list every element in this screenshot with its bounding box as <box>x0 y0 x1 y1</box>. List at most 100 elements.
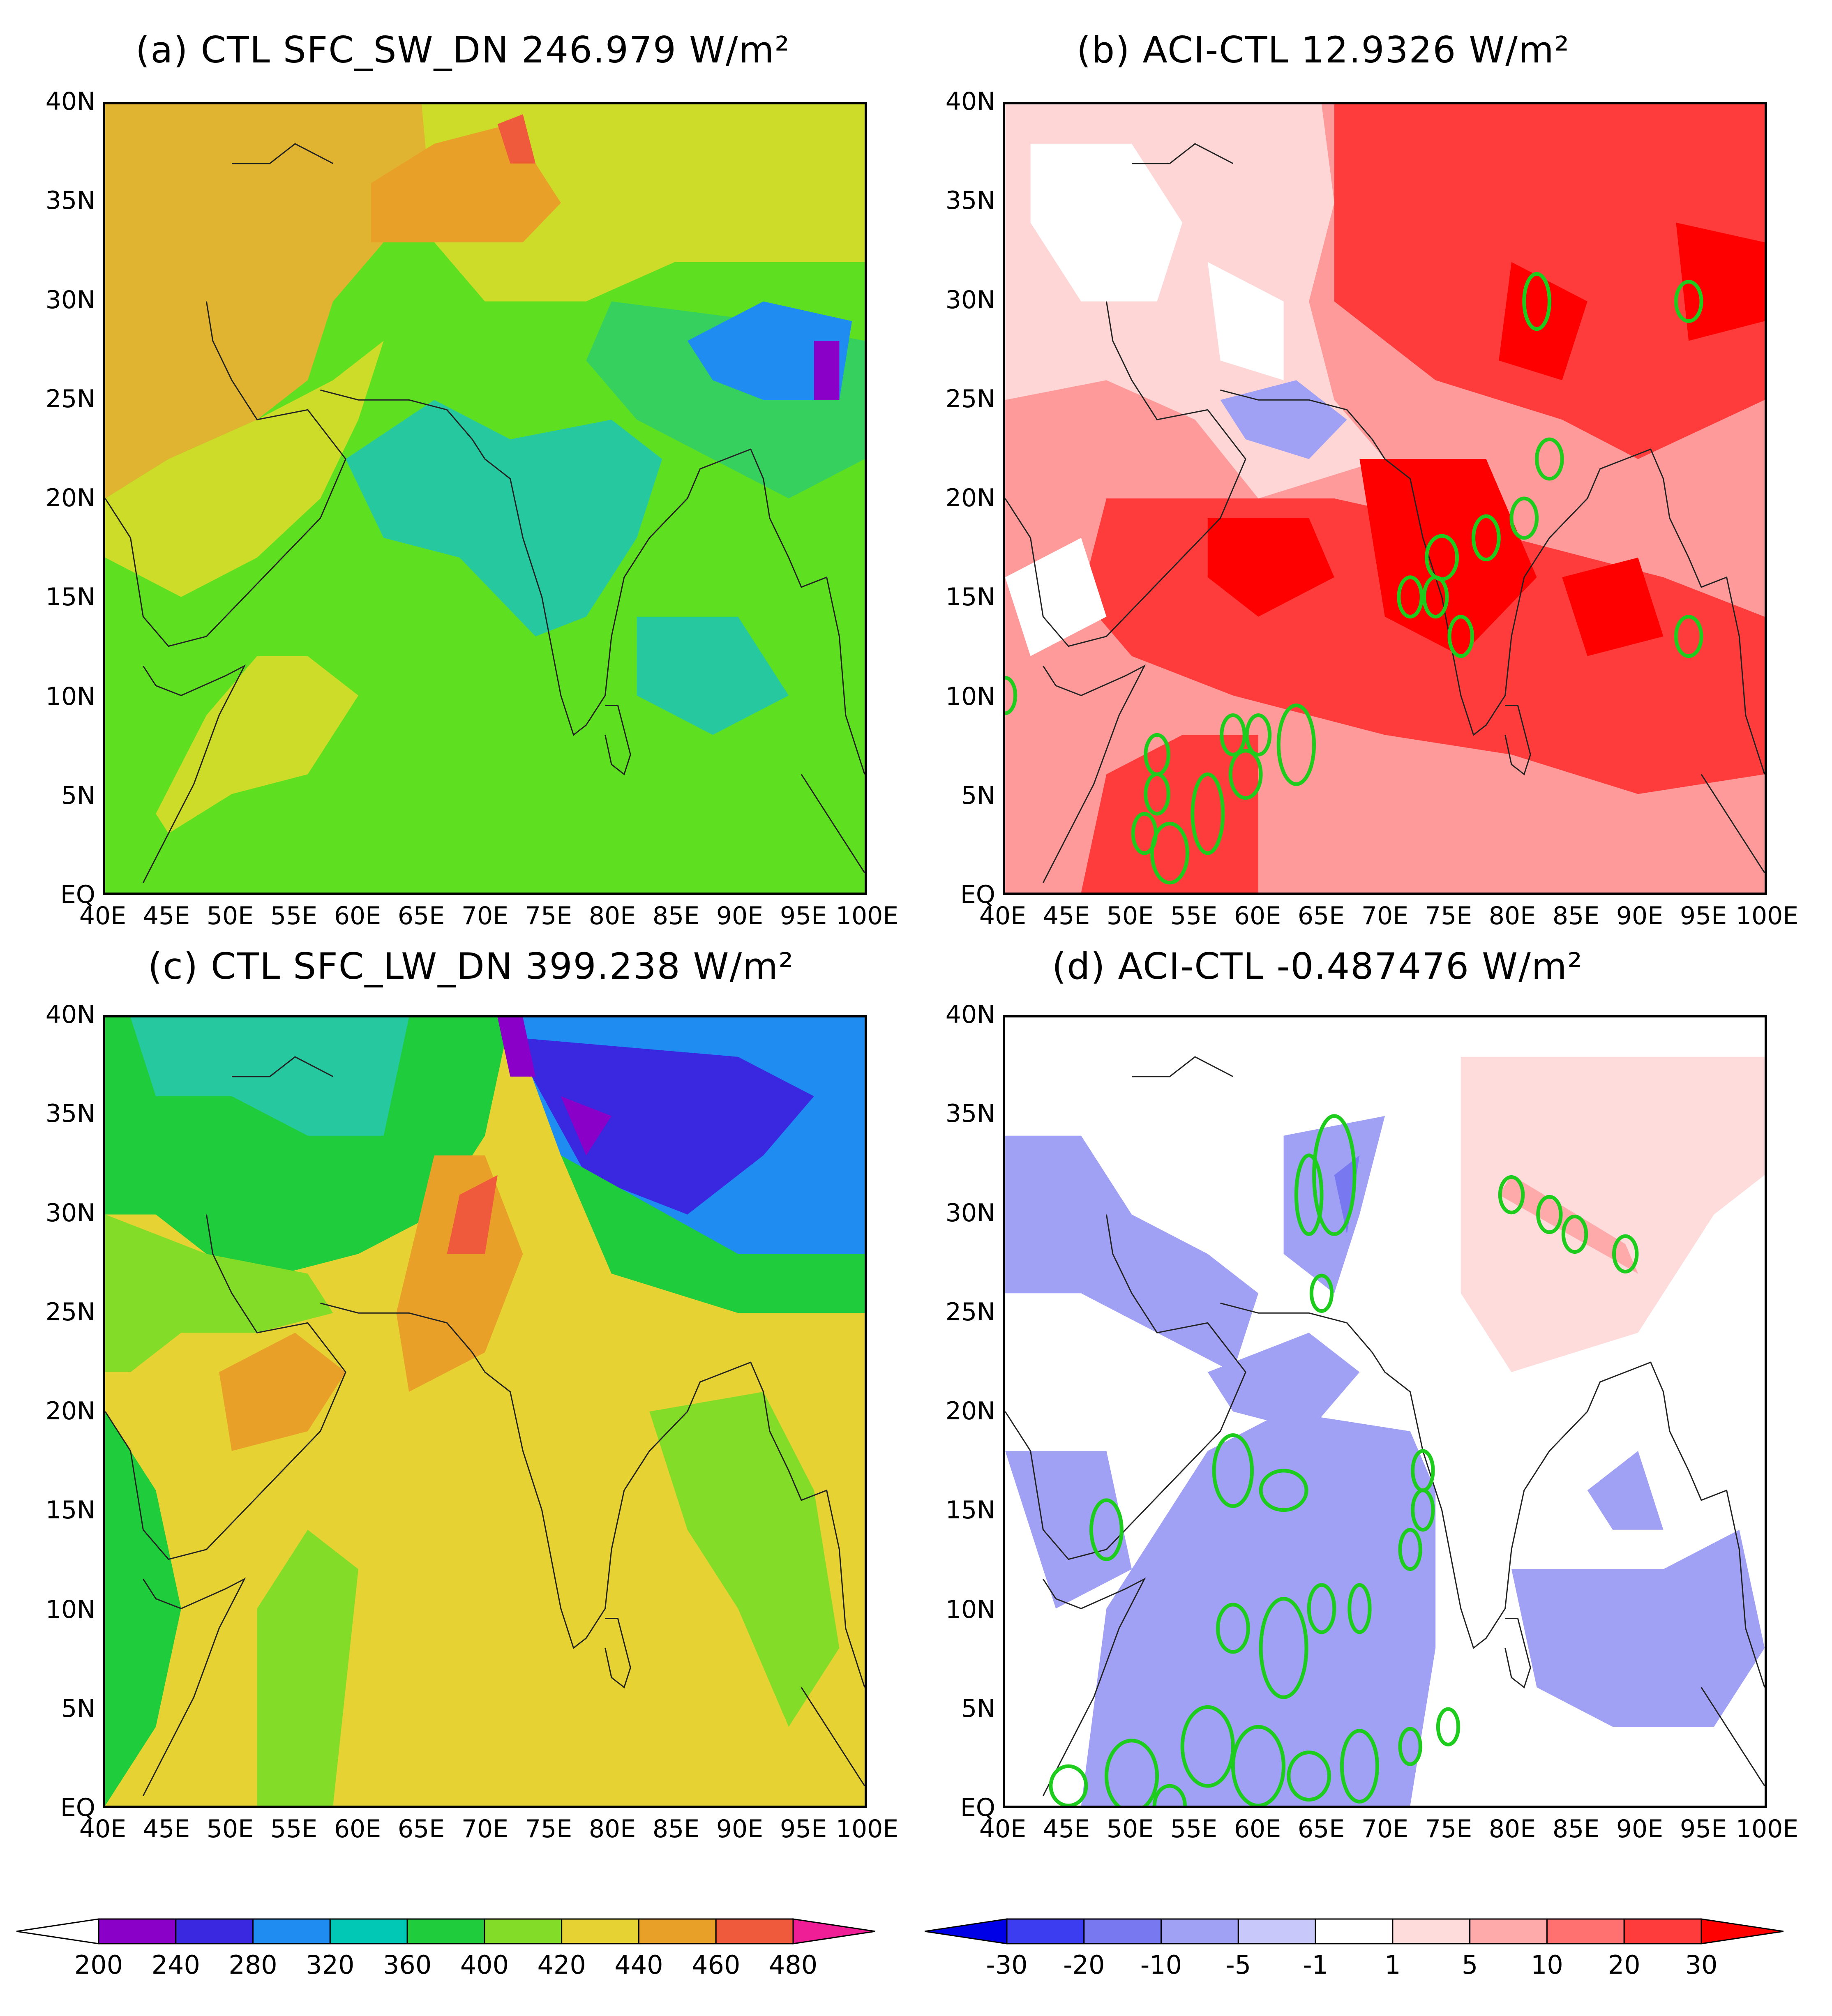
lat-tick-label: 10N <box>45 1595 95 1624</box>
significance-contour <box>1289 1753 1329 1800</box>
field-patch <box>156 656 358 834</box>
coastline <box>321 390 865 774</box>
colorbar-tick-label: 20 <box>1608 1950 1640 1980</box>
significance-contour <box>1614 1236 1636 1271</box>
significance-contour <box>1311 1276 1331 1311</box>
colorbar-segment <box>406 1918 485 1944</box>
map-panel-b <box>1003 102 1767 895</box>
lat-tick-label: 20N <box>45 1397 95 1426</box>
field-patch <box>1207 262 1284 381</box>
lat-tick-label: 10N <box>945 1595 995 1624</box>
lat-tick-label: 35N <box>45 1099 95 1128</box>
colorbar-absolute <box>16 1918 875 1944</box>
lon-tick-label: 85E <box>1552 1815 1600 1843</box>
significance-contour <box>1676 282 1701 321</box>
significance-contour <box>1222 715 1244 754</box>
field-patch <box>1081 735 1258 893</box>
field-patch <box>1359 459 1537 656</box>
coastline <box>1043 666 1144 883</box>
significance-contour <box>1218 1605 1248 1652</box>
lat-tick-label: 5N <box>61 781 95 810</box>
significance-contour <box>1438 1709 1458 1744</box>
coastline <box>321 1303 865 1687</box>
coastline <box>605 705 631 774</box>
lat-tick-label: 25N <box>945 1297 995 1326</box>
lon-tick-label: 90E <box>716 1815 764 1843</box>
coastline <box>143 666 244 883</box>
colorbar-segment <box>1237 1918 1316 1944</box>
lat-tick-label: 15N <box>945 1496 995 1525</box>
lat-tick-label: 35N <box>45 186 95 215</box>
lon-tick-label: 100E <box>835 902 899 930</box>
lon-tick-label: 40E <box>79 902 127 930</box>
significance-contour <box>1261 1471 1306 1510</box>
lat-tick-label: 10N <box>945 682 995 711</box>
significance-contour <box>1182 1707 1233 1786</box>
colorbar-tick-label: 5 <box>1461 1950 1478 1980</box>
lon-tick-label: 75E <box>1425 1815 1472 1843</box>
lon-tick-label: 55E <box>270 902 318 930</box>
field-patch <box>1499 1175 1638 1274</box>
significance-contour <box>1309 1585 1334 1632</box>
significance-contour <box>1261 1599 1306 1698</box>
lat-tick-label: 20N <box>945 484 995 512</box>
lon-tick-label: 45E <box>1043 902 1090 930</box>
significance-contour <box>1400 1530 1420 1569</box>
significance-contour <box>1146 774 1168 814</box>
colorbar-segment <box>1623 1918 1702 1944</box>
lat-tick-label: 30N <box>45 285 95 314</box>
coastline <box>1505 705 1531 774</box>
colorbar-tick-label: -10 <box>1140 1950 1182 1980</box>
coastline <box>105 1215 346 1559</box>
lon-tick-label: 90E <box>716 902 764 930</box>
significance-contour <box>1091 1500 1121 1559</box>
lon-tick-label: 90E <box>1616 1815 1664 1843</box>
field-patch <box>1207 518 1334 617</box>
lat-tick-label: 30N <box>945 1198 995 1227</box>
lon-tick-label: 70E <box>461 902 509 930</box>
coastline <box>232 1057 333 1077</box>
lon-tick-label: 70E <box>1361 902 1409 930</box>
lon-tick-label: 100E <box>835 1815 899 1843</box>
lon-tick-label: 60E <box>334 902 381 930</box>
significance-contour <box>1400 1729 1420 1764</box>
significance-contour <box>1676 617 1701 656</box>
lon-tick-label: 100E <box>1735 902 1799 930</box>
field-patch <box>1587 1451 1664 1530</box>
field-patch <box>637 616 789 735</box>
colorbar-segment <box>1392 1918 1471 1944</box>
significance-contour <box>1537 439 1562 479</box>
colorbar-tick-label: 480 <box>768 1950 818 1980</box>
field-patch <box>1461 1056 1765 1372</box>
lon-tick-label: 55E <box>1170 1815 1218 1843</box>
coastline <box>1132 144 1233 164</box>
lon-tick-label: 45E <box>143 1815 190 1843</box>
coastline <box>1505 1618 1531 1687</box>
lat-tick-label: 40N <box>945 1000 995 1029</box>
significance-contour <box>1350 1585 1370 1632</box>
lon-tick-label: 60E <box>1234 1815 1281 1843</box>
coastline <box>605 1618 631 1687</box>
lon-tick-label: 70E <box>1361 1815 1409 1843</box>
lat-tick-label: 30N <box>945 285 995 314</box>
colorbar-tick-label: 10 <box>1530 1950 1563 1980</box>
colorbar-segment <box>98 1918 177 1944</box>
lon-tick-label: 55E <box>270 1815 318 1843</box>
field-patch <box>1511 1529 1765 1727</box>
lon-tick-label: 65E <box>1297 902 1345 930</box>
lon-tick-label: 40E <box>79 1815 127 1843</box>
lon-tick-label: 85E <box>1552 902 1600 930</box>
significance-contour <box>1247 715 1269 754</box>
lon-tick-label: 45E <box>143 902 190 930</box>
field-patch <box>447 1175 498 1254</box>
colorbar-tick-label: 280 <box>228 1950 277 1980</box>
lon-tick-label: 90E <box>1616 902 1664 930</box>
lon-tick-label: 100E <box>1735 1815 1799 1843</box>
colorbar-segment <box>1161 1918 1239 1944</box>
panel-b-title: (b) ACI-CTL 12.9326 W/m² <box>1077 29 1570 71</box>
colorbar-segment <box>561 1918 639 1944</box>
lat-tick-label: EQ <box>60 1793 95 1822</box>
colorbar-segment <box>1546 1918 1625 1944</box>
map-panel-a <box>103 102 867 895</box>
lat-tick-label: 5N <box>961 1694 995 1723</box>
